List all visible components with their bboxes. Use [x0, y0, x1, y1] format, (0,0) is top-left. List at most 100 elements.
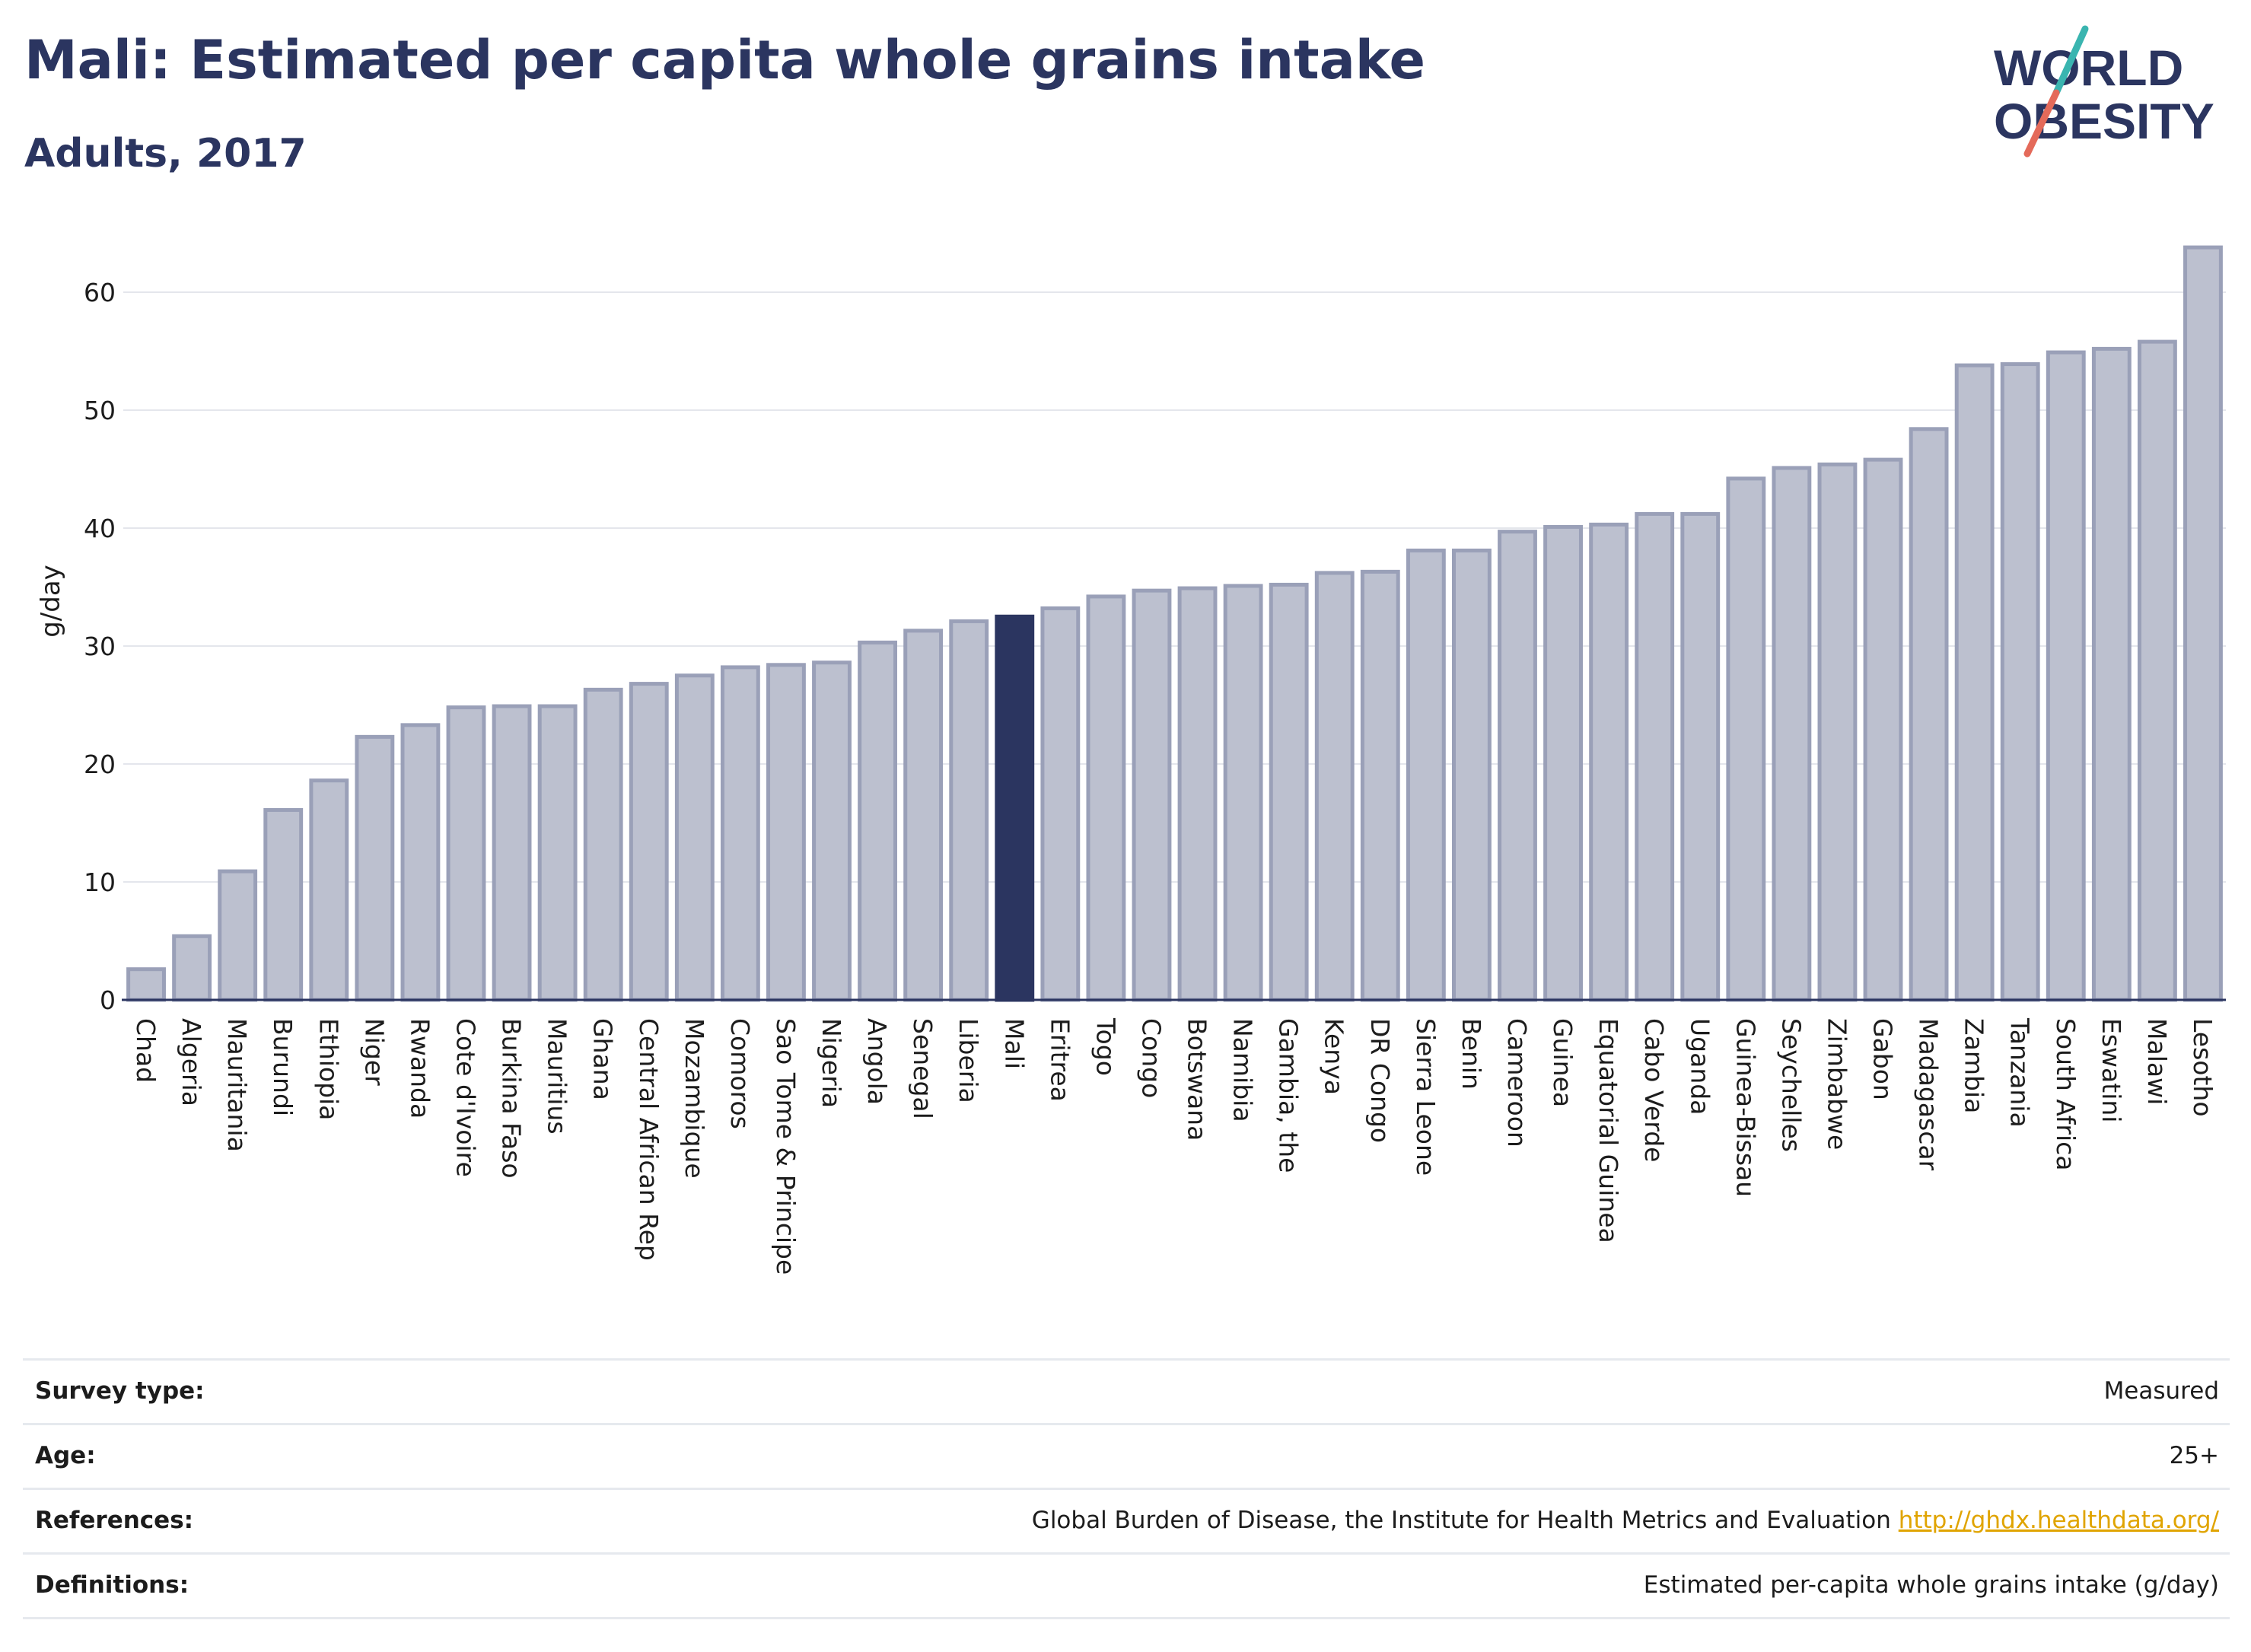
bar-nigeria [812, 660, 852, 1002]
x-tick-label: Eritrea [1045, 1018, 1075, 1102]
bar-gabon [1863, 457, 1903, 1002]
y-tick-label: 0 [100, 985, 116, 1015]
chart-title: Mali: Estimated per capita whole grains … [24, 29, 1425, 91]
x-tick-label: Sao Tome & Principe [771, 1018, 801, 1275]
x-tick-label: Burundi [268, 1018, 298, 1116]
x-tick-label: Congo [1136, 1018, 1166, 1098]
bar-dr-congo [1360, 569, 1400, 1002]
y-axis-label: g/day [36, 565, 66, 638]
bar-mauritania [218, 869, 258, 1002]
y-tick-label: 30 [84, 632, 116, 661]
bar-lesotho [2183, 245, 2223, 1002]
x-tick-label: Botswana [1183, 1018, 1212, 1141]
x-tick-label: Mauritania [222, 1018, 252, 1152]
x-tick-label: Rwanda [405, 1018, 435, 1119]
x-tick-label: Equatorial Guinea [1594, 1018, 1623, 1243]
x-tick-label: Malawi [2142, 1018, 2172, 1105]
x-tick-label: Mozambique [680, 1018, 709, 1179]
logo-slash-teal [2052, 25, 2089, 97]
bar-congo [1132, 588, 1172, 1002]
x-tick-label: Benin [1457, 1018, 1486, 1090]
x-tick-label: DR Congo [1365, 1018, 1395, 1143]
x-tick-label: Chad [131, 1018, 161, 1083]
x-tick-label: Guinea-Bissau [1730, 1018, 1760, 1197]
survey-type-label: Survey type: [35, 1377, 205, 1405]
x-tick-label: Namibia [1228, 1018, 1258, 1122]
bar-tanzania [2000, 362, 2040, 1002]
bar-malawi [2137, 339, 2177, 1002]
x-tick-label: Lesotho [2188, 1018, 2218, 1117]
bar-sierra-leone [1406, 548, 1446, 1002]
age-value: 25+ [2169, 1442, 2219, 1469]
x-tick-label: Eswatini [2097, 1018, 2126, 1122]
x-tick-label: Sierra Leone [1411, 1018, 1441, 1176]
x-tick-label: Gabon [1868, 1018, 1898, 1100]
chart-subtitle: Adults, 2017 [24, 131, 307, 177]
bar-seychelles [1772, 466, 1812, 1002]
x-tick-label: Burkina Faso [497, 1018, 527, 1179]
y-tick-label: 60 [84, 278, 116, 307]
info-row-age: Age: 25+ [23, 1423, 2230, 1488]
bar-namibia [1223, 584, 1263, 1002]
bar-angola [858, 640, 898, 1002]
bar-senegal [903, 629, 944, 1002]
references-link[interactable]: http://ghdx.healthdata.org/ [1898, 1507, 2219, 1534]
bar-south-africa [2046, 350, 2086, 1002]
bar-botswana [1177, 586, 1218, 1002]
x-tick-label: Central African Rep [634, 1018, 664, 1261]
bar-madagascar [1909, 427, 1949, 1002]
bar-eswatini [2091, 346, 2132, 1002]
bar-zambia [1954, 363, 1995, 1002]
logo-text-world: WORLD [1994, 40, 2183, 96]
y-tick-label: 50 [84, 396, 116, 425]
world-obesity-logo: WORLD OBESITY [1994, 25, 2214, 158]
x-tick-label: Gambia, the [1274, 1018, 1304, 1173]
bar-mozambique [674, 673, 715, 1002]
x-tick-label: Mauritius [543, 1018, 572, 1135]
bar-togo [1086, 594, 1126, 1002]
bar-liberia [949, 619, 989, 1002]
y-tick-label: 10 [84, 867, 116, 897]
age-label: Age: [35, 1442, 96, 1469]
x-tick-label: Zimbabwe [1822, 1018, 1851, 1150]
x-tick-label: Cote d'Ivoire [451, 1018, 480, 1177]
logo-slash-red [2023, 89, 2060, 158]
y-tick-labels: 0 10 20 30 40 50 60 [84, 278, 116, 1015]
bar-ethiopia [309, 778, 349, 1002]
x-tick-label: Tanzania [2005, 1017, 2035, 1128]
bar-gambia-the [1269, 582, 1309, 1002]
x-tick-label: Seychelles [1776, 1018, 1806, 1152]
x-tick-label: South Africa [2051, 1018, 2081, 1171]
x-tick-label: Cabo Verde [1639, 1018, 1669, 1162]
bar-cote-d-ivoire [446, 705, 486, 1002]
x-tick-labels: Chad Algeria Mauritania Burundi Ethiopia Nige… [131, 1017, 2218, 1275]
bar-guinea [1543, 524, 1583, 1002]
bar-niger [355, 734, 395, 1002]
references-label: References: [35, 1507, 194, 1534]
x-tick-label: Nigeria [817, 1018, 846, 1108]
info-table: Survey type: Measured Age: 25+ Reference… [23, 1358, 2230, 1619]
references-value: Global Burden of Disease, the Institute … [1032, 1507, 2219, 1534]
bar-eritrea [1040, 606, 1081, 1002]
x-tick-label: Mali [999, 1018, 1029, 1069]
x-tick-label: Ghana [588, 1018, 618, 1100]
bar-ghana [583, 687, 623, 1002]
y-tick-label: 40 [84, 514, 116, 543]
x-tick-label: Liberia [954, 1018, 983, 1103]
survey-type-value: Measured [2103, 1377, 2219, 1405]
bar-mauritius [537, 704, 578, 1002]
definitions-label: Definitions: [35, 1571, 189, 1599]
bar-cabo-verde [1635, 511, 1675, 1002]
bar-cameroon [1498, 530, 1537, 1002]
bar-chad [126, 967, 166, 1002]
y-tick-label: 20 [84, 750, 116, 779]
bar-kenya [1314, 571, 1355, 1002]
bars [126, 245, 2223, 1002]
x-tick-label: Guinea [1548, 1018, 1578, 1107]
x-tick-label: Ethiopia [314, 1018, 343, 1120]
x-tick-label: Togo [1090, 1017, 1120, 1076]
bar-central-african-rep [629, 682, 669, 1002]
info-row-references: References: Global Burden of Disease, th… [23, 1488, 2230, 1552]
bar-chart: 0 10 20 30 40 50 60 Chad Algeria Mauritania Burun… [36, 245, 2226, 1275]
definitions-value: Estimated per-capita whole grains intake… [1643, 1571, 2219, 1599]
